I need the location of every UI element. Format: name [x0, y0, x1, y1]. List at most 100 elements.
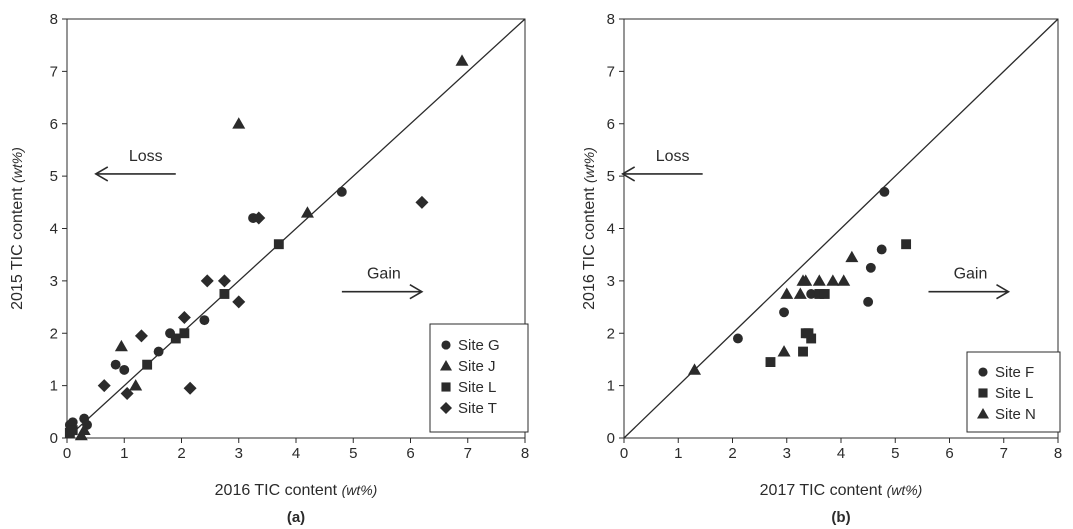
data-point — [837, 274, 851, 286]
data-point — [217, 274, 231, 288]
y-tick-label: 2 — [607, 325, 615, 342]
data-point — [780, 287, 794, 299]
data-point — [765, 357, 776, 367]
data-point — [153, 346, 164, 357]
data-point — [199, 315, 210, 326]
y-tick-label: 6 — [50, 116, 58, 133]
data-point — [232, 295, 246, 309]
data-point — [177, 311, 191, 325]
legend-marker — [977, 408, 989, 419]
x-axis-title: 2017 TIC content (wt%) — [760, 482, 923, 499]
data-point — [134, 329, 148, 343]
x-tick-label: 8 — [1054, 445, 1062, 462]
y-tick-label: 4 — [50, 221, 58, 238]
x-tick-label: 3 — [235, 445, 243, 462]
x-tick-label: 7 — [464, 445, 472, 462]
legend-entry: Site L — [995, 385, 1033, 402]
data-point — [114, 339, 128, 352]
y-tick-label: 3 — [607, 273, 615, 290]
data-point — [67, 417, 78, 428]
data-point — [798, 346, 808, 357]
x-tick-label: 2 — [177, 445, 185, 462]
data-point — [142, 359, 153, 370]
chart-panel-a: 0 1 2 3 4 5 6 7 8 0 1 2 3 4 5 6 7 8 2016 TIC content (wt%)… — [9, 11, 529, 526]
x-tick-label: 5 — [349, 445, 357, 462]
data-point — [901, 239, 912, 250]
y-tick-label: 0 — [607, 430, 615, 447]
legend-marker — [440, 402, 452, 414]
data-point — [219, 289, 230, 299]
data-point — [200, 274, 214, 288]
y-tick-label: 8 — [50, 11, 58, 28]
y-axis-title: 2016 TIC content (wt%) — [581, 147, 598, 310]
data-point — [876, 244, 887, 255]
y-tick-label: 4 — [607, 221, 615, 238]
data-point — [120, 386, 134, 400]
data-point — [865, 262, 876, 273]
x-tick-label: 6 — [406, 445, 414, 462]
data-point — [845, 250, 859, 263]
x-tick-label: 5 — [891, 445, 899, 462]
data-point — [863, 296, 874, 307]
data-point — [812, 274, 826, 286]
loss-arrow — [621, 166, 703, 182]
chart-panel-b: 0 1 2 3 4 5 6 7 8 0 1 2 3 4 5 6 7 8 2017 TIC content (wt%)… — [581, 11, 1062, 526]
y-axis-unit: (wt%) — [581, 147, 597, 183]
legend-marker — [441, 340, 451, 350]
loss-arrow — [94, 166, 176, 182]
data-point — [819, 289, 830, 299]
x-tick-label: 3 — [783, 445, 791, 462]
data-point — [232, 117, 246, 129]
series-site-t — [97, 195, 429, 400]
data-point — [336, 186, 347, 197]
legend-entry: Site G — [458, 337, 500, 354]
y-axis-label: 2016 TIC content — [581, 183, 598, 310]
legend-entry: Site L — [458, 379, 496, 396]
x-axis-label: 2017 TIC content — [760, 482, 887, 499]
panel-label: (a) — [287, 509, 305, 526]
y-tick-label: 1 — [50, 378, 58, 395]
x-tick-label: 4 — [292, 445, 300, 462]
y-tick-label: 5 — [50, 168, 58, 185]
gain-label: Gain — [367, 266, 401, 283]
legend-entry: Site F — [995, 364, 1034, 381]
x-axis-unit: (wt%) — [342, 482, 378, 498]
x-axis-unit: (wt%) — [887, 482, 923, 498]
data-point — [110, 359, 121, 370]
series-site-j — [74, 54, 469, 441]
y-tick-label: 2 — [50, 325, 58, 342]
data-point — [814, 289, 825, 299]
data-point — [67, 425, 78, 436]
data-point — [879, 186, 890, 197]
data-point — [799, 274, 813, 286]
data-point — [97, 379, 111, 393]
data-point — [793, 287, 807, 299]
x-tick-label: 1 — [674, 445, 682, 462]
data-point — [732, 333, 743, 344]
legend-marker — [978, 388, 988, 398]
loss-label: Loss — [656, 148, 690, 165]
data-point — [779, 307, 789, 318]
data-point — [803, 328, 814, 339]
legend: Site F Site L Site N — [966, 351, 1061, 433]
x-tick-label: 2 — [728, 445, 736, 462]
x-axis-label: 2016 TIC content — [215, 482, 342, 499]
data-point — [273, 239, 284, 250]
loss-label: Loss — [129, 148, 163, 165]
data-point — [455, 54, 469, 66]
y-tick-label: 8 — [607, 11, 615, 28]
x-tick-label: 6 — [945, 445, 953, 462]
x-tick-label: 8 — [521, 445, 529, 462]
data-point — [183, 381, 197, 395]
x-tick-label: 4 — [837, 445, 845, 462]
gain-arrow — [341, 284, 424, 300]
panel-label: (b) — [831, 509, 850, 526]
data-point — [119, 364, 130, 375]
data-point — [826, 274, 840, 286]
gain-label: Gain — [954, 266, 988, 283]
data-point — [170, 333, 181, 344]
data-point — [415, 195, 429, 209]
legend: Site G Site J Site L Site T — [429, 323, 529, 433]
y-axis-title: 2015 TIC content (wt%) — [9, 147, 26, 310]
